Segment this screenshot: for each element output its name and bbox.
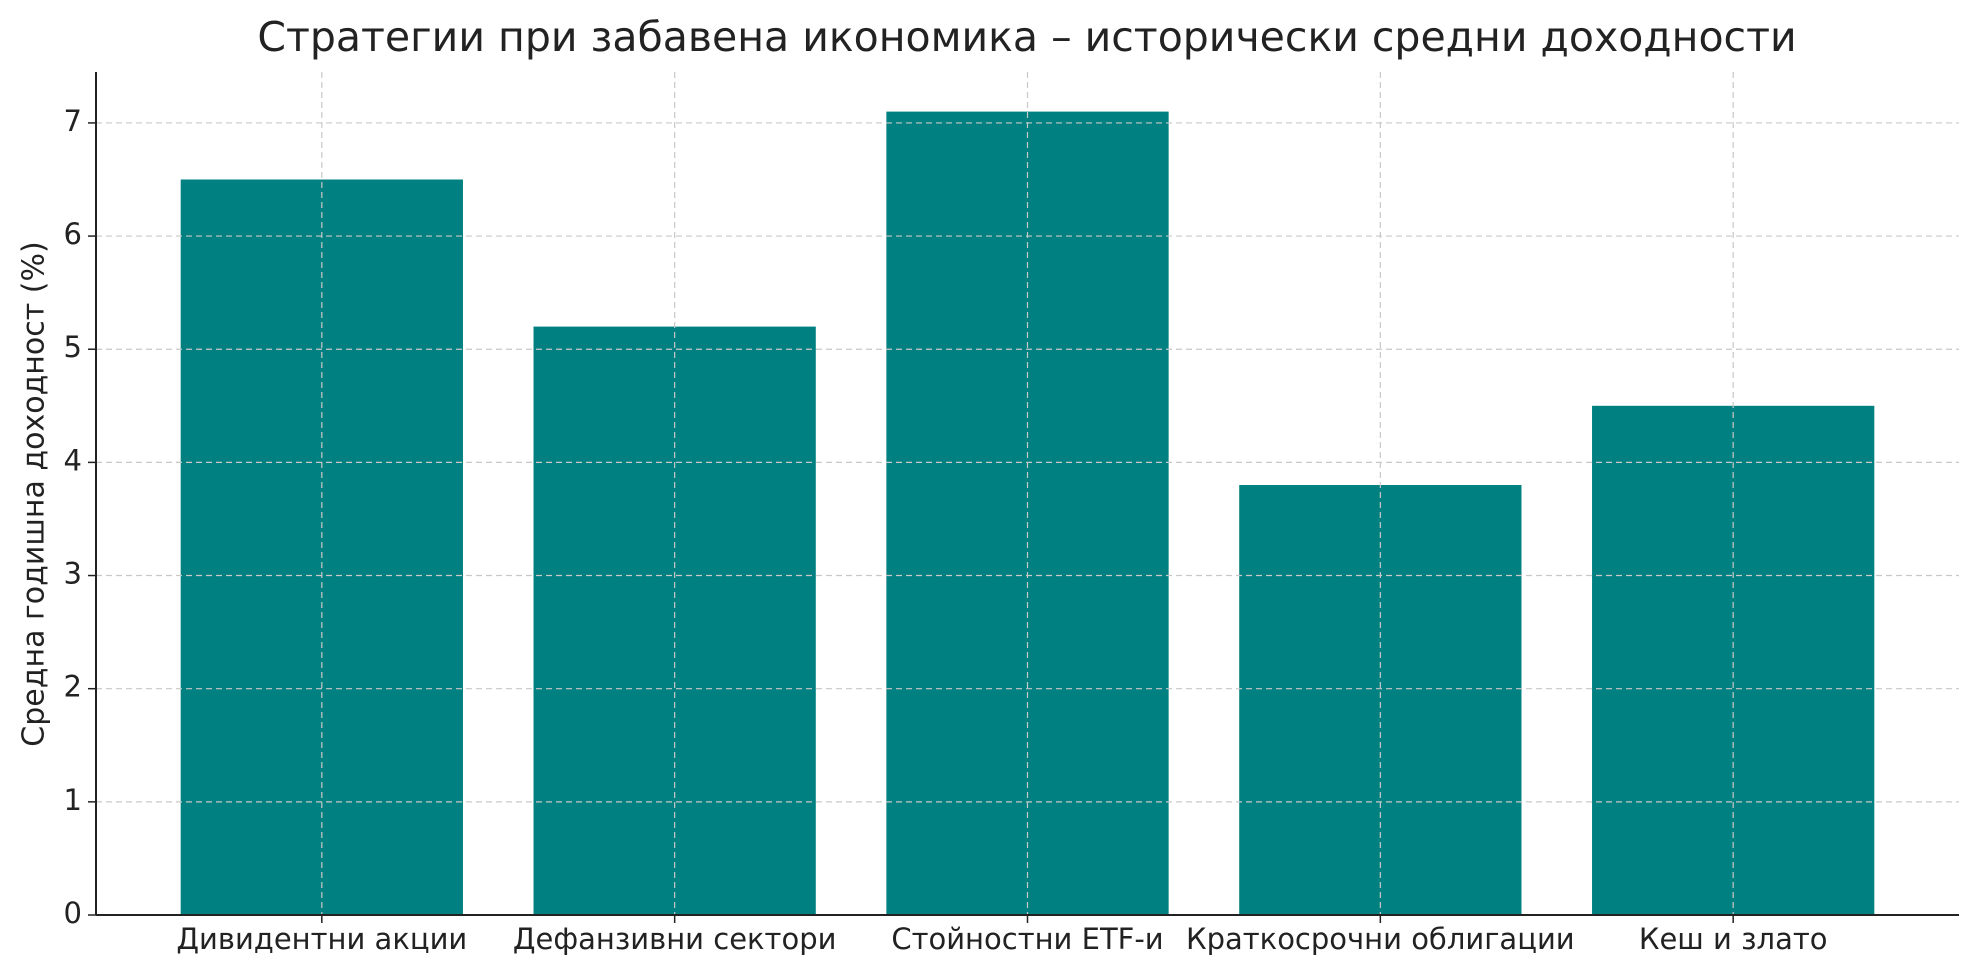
x-tick-label: Дефанзивни сектори xyxy=(513,922,837,956)
x-tick-label: Дивидентни акции xyxy=(176,922,467,956)
bar xyxy=(1592,405,1875,915)
y-tick-label: 4 xyxy=(64,443,82,477)
y-axis-label: Средна годишна доходност (%) xyxy=(17,241,52,746)
x-tick-label: Краткосрочни облигации xyxy=(1186,922,1575,956)
x-tick-label: Стойностни ETF-и xyxy=(891,922,1163,956)
x-tick-label: Кеш и злато xyxy=(1639,922,1828,956)
y-tick-label: 7 xyxy=(64,104,82,138)
y-tick-label: 5 xyxy=(64,330,82,364)
chart-title: Стратегии при забавена икономика – истор… xyxy=(257,13,1796,61)
y-tick-label: 2 xyxy=(64,670,82,704)
y-tick-label: 6 xyxy=(64,217,82,251)
bar xyxy=(1239,485,1522,915)
y-tick-label: 3 xyxy=(64,557,82,591)
y-tick-label: 1 xyxy=(64,783,82,817)
y-tick-label: 0 xyxy=(64,896,82,930)
